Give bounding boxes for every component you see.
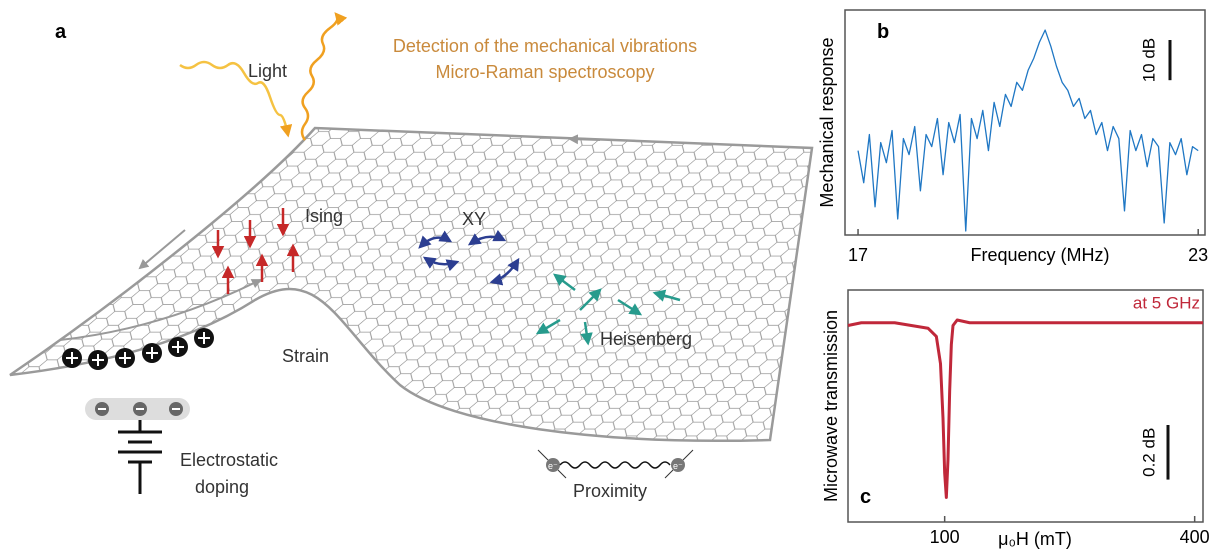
scale-bar-label: 10 dB (1139, 38, 1158, 82)
light-label: Light (248, 61, 287, 81)
panel-a: a Light Detection of the mechanical vibr… (9, 12, 814, 501)
light-out (300, 12, 348, 141)
x-tick-label: 100 (930, 527, 960, 547)
strained-sheet (9, 126, 814, 443)
doping-label: doping (195, 477, 249, 497)
data-line (847, 318, 1203, 499)
data-line (857, 29, 1199, 232)
panel-label: b (877, 21, 889, 43)
panel-label: a (55, 21, 67, 43)
electron-label: e⁻ (548, 461, 558, 471)
x-tick-label: 400 (1180, 527, 1210, 547)
x-tick-label: 23 (1188, 245, 1208, 265)
positive-charges (62, 328, 214, 370)
sheet-back-arrow (568, 134, 601, 145)
x-axis-label: Frequency (MHz) (970, 245, 1109, 265)
annotation: at 5 GHz (1133, 293, 1200, 312)
xy-label: XY (462, 209, 486, 229)
y-axis-label: Mechanical response (817, 37, 837, 207)
x-tick-label: 17 (848, 245, 868, 265)
ising-label: Ising (305, 206, 343, 226)
doping-label: Electrostatic (180, 450, 278, 470)
x-axis-label: μ₀H (mT) (998, 529, 1072, 549)
sheet-front-edge (59, 279, 262, 341)
electron-label: e⁻ (673, 461, 683, 471)
heisenberg-label: Heisenberg (600, 329, 692, 349)
plot-frame (844, 9, 1206, 236)
xy-spins (418, 229, 520, 286)
strain-label: Strain (282, 346, 329, 366)
proximity-symbol (537, 449, 694, 479)
ising-spins (211, 208, 300, 294)
heisenberg-spins (535, 273, 681, 346)
proximity-label: Proximity (573, 481, 647, 501)
y-axis-label: Microwave transmission (821, 310, 841, 502)
sheet-side-arrow (138, 229, 186, 270)
scale-bar-label: 0.2 dB (1139, 428, 1158, 477)
gate-electrode (85, 398, 190, 494)
detection-label: Detection of the mechanical vibrations (393, 36, 697, 56)
panel-label: c (860, 486, 871, 508)
detection-label: Micro-Raman spectroscopy (435, 62, 654, 82)
light-in (179, 60, 293, 138)
plot-frame (847, 289, 1204, 523)
